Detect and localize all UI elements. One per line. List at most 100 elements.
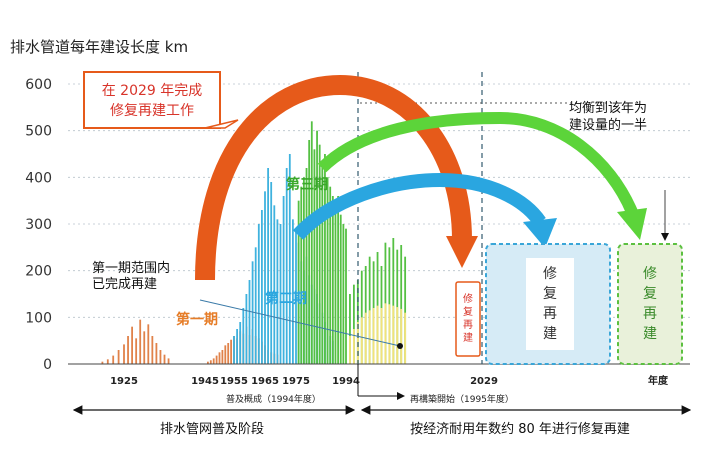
- bar: [388, 304, 391, 364]
- bar: [302, 177, 305, 364]
- repair-box-2: 修复再建: [485, 243, 611, 365]
- bar: [279, 224, 282, 364]
- bar: [151, 336, 154, 364]
- bar: [345, 228, 347, 364]
- y-tick-label: 100: [25, 310, 52, 326]
- bar: [257, 224, 260, 364]
- bar: [349, 294, 351, 364]
- bar: [270, 182, 273, 364]
- bar: [334, 205, 337, 364]
- bar: [396, 307, 399, 364]
- bar: [342, 224, 345, 364]
- period-note-1995: 再構築開始（1995年度）: [410, 393, 514, 405]
- y-tick-label: 400: [25, 170, 52, 186]
- bar: [147, 324, 150, 364]
- bar: [305, 168, 308, 364]
- repair-box-3: 修复再建: [617, 243, 683, 365]
- bar: [368, 310, 371, 364]
- bar: [159, 350, 162, 364]
- bar-series: [101, 121, 407, 364]
- bar: [221, 350, 224, 364]
- x-tick-label: 1925: [110, 376, 138, 387]
- bar: [207, 361, 209, 364]
- bar: [392, 238, 395, 364]
- bar: [339, 214, 342, 364]
- phase1-done-note: 第一期范围内已完成再建: [92, 260, 170, 292]
- bar: [400, 245, 403, 364]
- y-tick-label: 500: [25, 124, 52, 140]
- phase1-label: 第一期: [176, 311, 218, 328]
- callout-2029: 在 2029 年完成修复再建工作: [83, 71, 239, 129]
- bar: [384, 303, 387, 364]
- x-tick-label: 1994: [332, 376, 360, 387]
- x-tick-label: 1975: [282, 376, 310, 387]
- bar: [139, 319, 142, 364]
- bar: [300, 186, 303, 364]
- bar: [127, 336, 129, 364]
- x-tick-label: 2029: [470, 376, 498, 387]
- phase1-done-pointer: [199, 299, 401, 347]
- half-note: 均衡到该年为建设量的一半: [569, 101, 647, 133]
- bar: [396, 249, 399, 364]
- repair-box-1: 修复再建: [455, 281, 481, 357]
- repair-box-2-inner: [526, 258, 574, 350]
- bar: [106, 359, 109, 364]
- chart-title: 排水管道每年建设长度 km: [10, 38, 188, 56]
- bar: [318, 144, 321, 364]
- bar: [316, 130, 318, 364]
- bar: [245, 294, 248, 364]
- x-tick-label: 1965: [251, 376, 279, 387]
- phase3-label: 第三期: [286, 176, 328, 193]
- bar: [227, 343, 230, 364]
- phase1-done-dot: [397, 343, 403, 349]
- bar: [167, 358, 170, 364]
- phase2-label: 第二期: [265, 290, 307, 307]
- bar: [326, 177, 329, 364]
- bar: [297, 200, 300, 364]
- bar: [352, 329, 355, 364]
- bar: [321, 163, 324, 364]
- bar: [112, 355, 115, 364]
- bar: [242, 308, 245, 364]
- bar: [380, 308, 383, 364]
- y-tick-label: 300: [25, 217, 52, 233]
- bar: [101, 361, 104, 364]
- y-tick-label: 600: [25, 77, 52, 93]
- bar: [392, 305, 395, 364]
- bar: [308, 140, 311, 364]
- bar: [310, 121, 313, 364]
- bar: [360, 317, 363, 364]
- bar: [254, 247, 257, 364]
- bar: [224, 345, 227, 364]
- bar: [135, 338, 138, 364]
- bar: [349, 336, 351, 364]
- bar: [239, 322, 242, 364]
- period-note-1994: 普及概成（1994年度）: [226, 393, 321, 405]
- repair-box-3-text: 修复再建: [643, 266, 657, 342]
- arrow-orange: [195, 74, 478, 281]
- bar: [331, 196, 334, 364]
- bar: [215, 355, 218, 364]
- bar: [155, 343, 158, 364]
- bar: [264, 191, 266, 364]
- bar: [329, 186, 332, 364]
- bar: [288, 154, 291, 364]
- bar: [233, 336, 235, 364]
- bar: [295, 228, 297, 364]
- bar: [337, 196, 340, 364]
- bar: [261, 210, 263, 364]
- arrow-blue: [292, 172, 557, 248]
- bar: [209, 360, 212, 364]
- bar: [248, 280, 251, 364]
- bar: [372, 308, 375, 364]
- bar: [376, 305, 379, 364]
- y-tick-label: 0: [43, 357, 52, 373]
- x-tick-label: 1945: [191, 376, 219, 387]
- bar: [230, 339, 232, 364]
- bar: [267, 168, 269, 364]
- bar: [352, 284, 355, 364]
- repair-box-1-text: 修复再建: [463, 292, 473, 344]
- bar: [163, 354, 166, 364]
